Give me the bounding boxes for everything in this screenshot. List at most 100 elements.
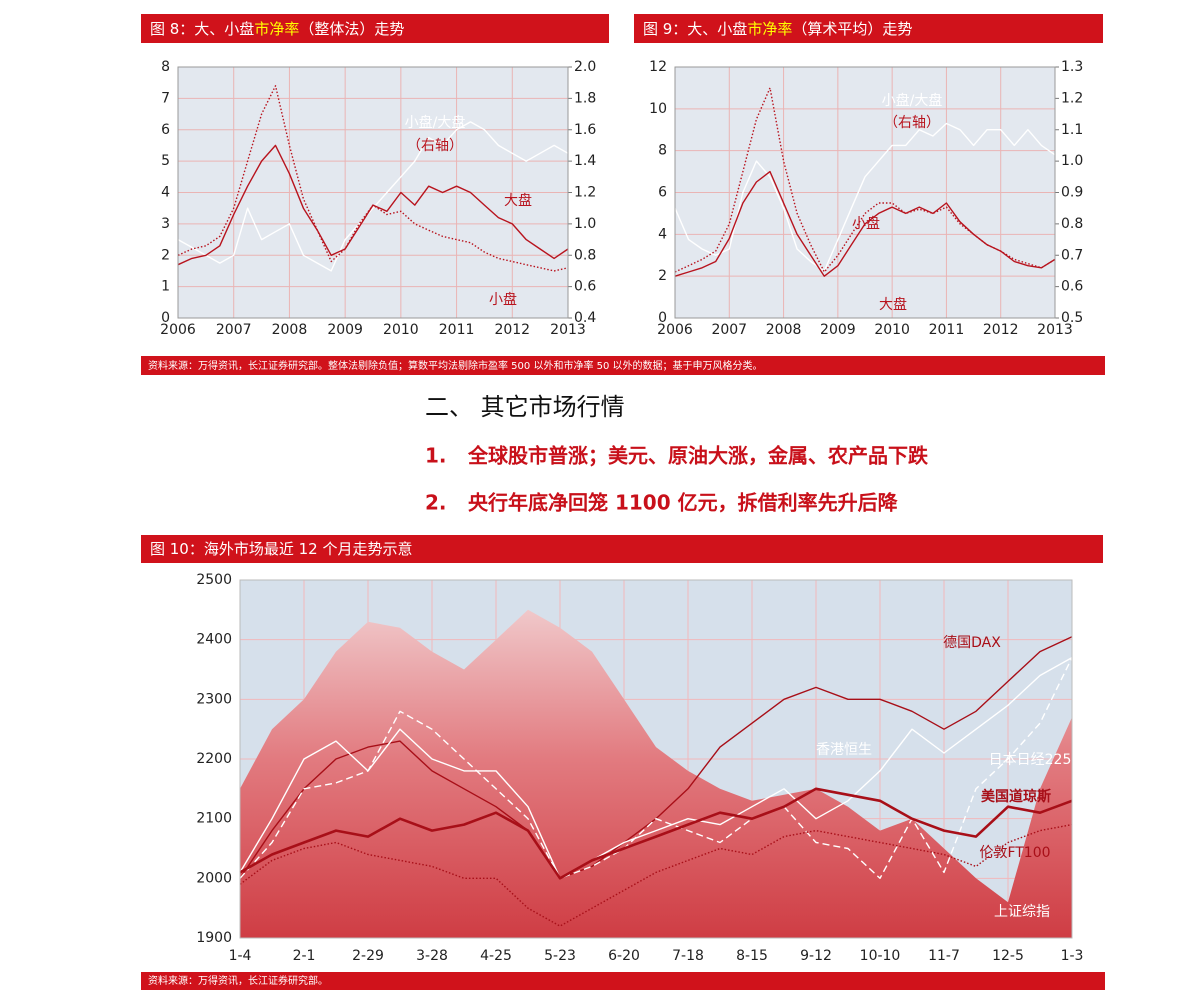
source-note: 资料来源：万得资讯，长江证券研究部。整体法剔除负值；算数平均法剔除市盈率 500… xyxy=(148,359,763,372)
y-tick-label: 7 xyxy=(161,90,170,106)
series-label: 小盘 xyxy=(489,291,517,308)
title-highlight: 市净率 xyxy=(254,20,299,38)
y-tick-label: 1 xyxy=(161,279,170,295)
x-tick-label: 2-1 xyxy=(293,948,316,964)
x-tick-label: 8-15 xyxy=(736,948,768,964)
x-tick-label: 2010 xyxy=(383,322,419,338)
y2-tick-label: 0.4 xyxy=(574,310,596,326)
source-bar xyxy=(141,972,1105,990)
y2-tick-label: 0.8 xyxy=(1061,216,1083,232)
y-tick-label: 2 xyxy=(658,268,667,284)
y-tick-label: 2 xyxy=(161,247,170,263)
y-tick-label: 2400 xyxy=(196,632,232,648)
annotation: （右轴） xyxy=(884,115,940,131)
figure-header xyxy=(141,14,609,43)
series-label: 日本日经225 xyxy=(989,752,1072,768)
title-part: （整体法）走势 xyxy=(299,20,404,38)
title-part: （算术平均）走势 xyxy=(792,20,912,38)
y2-tick-label: 0.6 xyxy=(574,279,596,295)
y-tick-label: 2200 xyxy=(196,751,232,767)
x-tick-label: 2008 xyxy=(272,322,308,338)
y2-tick-label: 1.8 xyxy=(574,90,596,106)
series-line xyxy=(239,823,1073,927)
source-bar xyxy=(141,356,1105,375)
annotation: （右轴） xyxy=(407,138,463,154)
series-line xyxy=(674,122,1056,272)
title-highlight: 市净率 xyxy=(747,20,792,38)
y-tick-label: 10 xyxy=(649,101,667,117)
x-tick-label: 11-7 xyxy=(928,948,960,964)
series-label: 上证综指 xyxy=(994,904,1050,920)
y2-tick-label: 2.0 xyxy=(574,59,596,75)
x-tick-label: 4-25 xyxy=(480,948,512,964)
series-label: 大盘 xyxy=(879,296,907,313)
x-tick-label: 2006 xyxy=(657,322,693,338)
y-tick-label: 1900 xyxy=(196,930,232,946)
y2-tick-label: 0.7 xyxy=(1061,247,1083,263)
series-line xyxy=(674,170,1056,277)
figure-title: 图 10：海外市场最近 12 个月走势示意 xyxy=(150,540,412,558)
series-label: 伦敦FT100 xyxy=(979,845,1050,861)
x-tick-label: 1-4 xyxy=(229,948,252,964)
x-tick-label: 2008 xyxy=(766,322,802,338)
x-tick-label: 2007 xyxy=(216,322,252,338)
series-line xyxy=(177,121,569,272)
y2-tick-label: 1.2 xyxy=(1061,90,1083,106)
series-label: 香港恒生 xyxy=(816,742,872,758)
x-tick-label: 2012 xyxy=(494,322,530,338)
y2-tick-label: 1.1 xyxy=(1061,122,1083,138)
y-tick-label: 4 xyxy=(161,185,170,201)
series-line xyxy=(239,657,1073,879)
x-tick-label: 2013 xyxy=(1037,322,1073,338)
x-tick-label: 2010 xyxy=(874,322,910,338)
y2-tick-label: 0.6 xyxy=(1061,279,1083,295)
y2-tick-label: 1.0 xyxy=(574,216,596,232)
x-tick-label: 2007 xyxy=(711,322,747,338)
x-tick-label: 5-23 xyxy=(544,948,576,964)
plot-frame xyxy=(177,66,569,319)
y-tick-label: 0 xyxy=(658,310,667,326)
y-tick-label: 8 xyxy=(658,143,667,159)
figure-header xyxy=(141,535,1103,563)
x-tick-label: 2013 xyxy=(550,322,586,338)
series-label: 小盘/大盘 xyxy=(882,92,943,109)
y-tick-label: 2300 xyxy=(196,691,232,707)
x-tick-label: 2-29 xyxy=(352,948,384,964)
series-line xyxy=(239,787,1073,880)
x-tick-label: 6-20 xyxy=(608,948,640,964)
figure-title: 图 9：大、小盘市净率（算术平均）走势 xyxy=(643,20,912,38)
y-tick-label: 12 xyxy=(649,59,667,75)
y-tick-label: 5 xyxy=(161,153,170,169)
series-label: 小盘/大盘 xyxy=(405,114,466,131)
y-tick-label: 4 xyxy=(658,226,667,242)
series-label: 德国DAX xyxy=(943,635,1001,651)
plot-frame xyxy=(239,579,1073,939)
y-tick-label: 2000 xyxy=(196,870,232,886)
series-area xyxy=(240,609,1072,938)
title-part: 图 8：大、小盘 xyxy=(150,20,254,38)
item-number: 2. xyxy=(425,491,447,515)
y-tick-label: 2500 xyxy=(196,572,232,588)
y2-tick-label: 0.8 xyxy=(574,247,596,263)
series-label: 小盘 xyxy=(852,215,880,232)
title-part: 图 9：大、小盘 xyxy=(643,20,747,38)
section-title: 二、 其它市场行情 xyxy=(425,393,625,421)
source-note: 资料来源：万得资讯，长江证券研究部。 xyxy=(148,974,328,987)
y-tick-label: 0 xyxy=(161,310,170,326)
x-tick-label: 10-10 xyxy=(860,948,901,964)
x-tick-label: 2012 xyxy=(983,322,1019,338)
series-line xyxy=(177,144,569,266)
x-tick-label: 2011 xyxy=(439,322,475,338)
y-tick-label: 6 xyxy=(658,185,667,201)
title-part: 图 10：海外市场最近 12 个月走势示意 xyxy=(150,540,412,558)
y2-tick-label: 1.3 xyxy=(1061,59,1083,75)
series-label: 大盘 xyxy=(504,192,532,209)
x-tick-label: 2009 xyxy=(820,322,856,338)
x-tick-label: 3-28 xyxy=(416,948,448,964)
x-tick-label: 7-18 xyxy=(672,948,704,964)
y2-tick-label: 1.2 xyxy=(574,185,596,201)
y-tick-label: 6 xyxy=(161,122,170,138)
item-number: 1. xyxy=(425,444,447,468)
series-line xyxy=(239,656,1073,879)
